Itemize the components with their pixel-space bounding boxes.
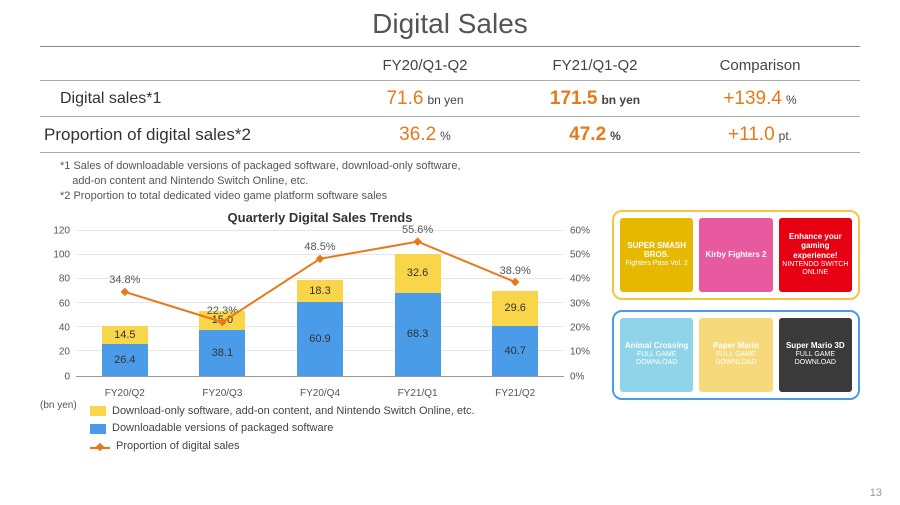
- product-card: Paper MarioFULL GAME DOWNLOAD: [699, 318, 772, 392]
- cell-fy21: 47.2%: [510, 124, 680, 146]
- line-marker-icon: [90, 442, 110, 452]
- plot-area: 26.414.538.115.060.918.368.332.640.729.6…: [76, 231, 564, 377]
- x-category: FY20/Q2: [105, 388, 145, 399]
- bn-yen-label: (bn yen): [40, 400, 77, 411]
- table-row: Proportion of digital sales*2 36.2% 47.2…: [40, 117, 860, 153]
- page-title: Digital Sales: [40, 8, 860, 40]
- title-rule: [40, 46, 860, 47]
- table-header-row: FY20/Q1-Q2 FY21/Q1-Q2 Comparison: [40, 51, 860, 81]
- x-category: FY21/Q1: [398, 388, 438, 399]
- cell-fy21: 171.5bn yen: [510, 88, 680, 110]
- lower-area: Quarterly Digital Sales Trends 020406080…: [40, 210, 860, 456]
- product-box-packaged: Animal CrossingFULL GAME DOWNLOADPaper M…: [612, 310, 860, 400]
- cell-cmp: +11.0pt.: [680, 124, 840, 146]
- product-card: SUPER SMASH BROS.Fighters Pass Vol. 2: [620, 218, 693, 292]
- product-card: Kirby Fighters 2: [699, 218, 772, 292]
- product-card: Enhance your gaming experience!NINTENDO …: [779, 218, 852, 292]
- y-axis-left: 020406080100120: [40, 231, 74, 377]
- swatch-icon: [90, 406, 106, 416]
- product-card: Super Mario 3DFULL GAME DOWNLOAD: [779, 318, 852, 392]
- legend-item-yellow: Download-only software, add-on content, …: [90, 403, 600, 421]
- footnote-line: *2 Proportion to total dedicated video g…: [60, 189, 860, 204]
- col-fy21: FY21/Q1-Q2: [510, 57, 680, 74]
- col-fy20: FY20/Q1-Q2: [340, 57, 510, 74]
- legend-item-blue: Downloadable versions of packaged softwa…: [90, 420, 600, 438]
- chart-section: Quarterly Digital Sales Trends 020406080…: [40, 210, 600, 456]
- footnote-line: *1 Sales of downloadable versions of pac…: [60, 159, 860, 174]
- footnote-line: add-on content and Nintendo Switch Onlin…: [60, 174, 860, 189]
- quarterly-chart: 020406080100120 26.414.538.115.060.918.3…: [40, 227, 600, 399]
- product-panels: SUPER SMASH BROS.Fighters Pass Vol. 2Kir…: [612, 210, 860, 456]
- x-category: FY20/Q3: [202, 388, 242, 399]
- proportion-line: [76, 231, 564, 376]
- chart-legend: Download-only software, add-on content, …: [90, 403, 600, 456]
- col-comparison: Comparison: [680, 57, 840, 74]
- row-label: Proportion of digital sales*2: [40, 125, 340, 145]
- swatch-icon: [90, 424, 106, 434]
- x-category: FY21/Q2: [495, 388, 535, 399]
- x-category: FY20/Q4: [300, 388, 340, 399]
- chart-title: Quarterly Digital Sales Trends: [40, 210, 600, 225]
- sales-table: FY20/Q1-Q2 FY21/Q1-Q2 Comparison Digital…: [40, 51, 860, 153]
- product-card: Animal CrossingFULL GAME DOWNLOAD: [620, 318, 693, 392]
- cell-cmp: +139.4%: [680, 88, 840, 110]
- footnotes: *1 Sales of downloadable versions of pac…: [60, 159, 860, 204]
- cell-fy20: 71.6bn yen: [340, 88, 510, 110]
- table-row: Digital sales*1 71.6bn yen 171.5bn yen +…: [40, 81, 860, 117]
- product-box-addon: SUPER SMASH BROS.Fighters Pass Vol. 2Kir…: [612, 210, 860, 300]
- page-number: 13: [870, 487, 882, 499]
- y-axis-right: 0%10%20%30%40%50%60%: [566, 231, 600, 377]
- cell-fy20: 36.2%: [340, 124, 510, 146]
- slide: Digital Sales FY20/Q1-Q2 FY21/Q1-Q2 Comp…: [0, 0, 900, 505]
- legend-item-line: Proportion of digital sales: [90, 438, 600, 456]
- row-label: Digital sales*1: [40, 90, 340, 108]
